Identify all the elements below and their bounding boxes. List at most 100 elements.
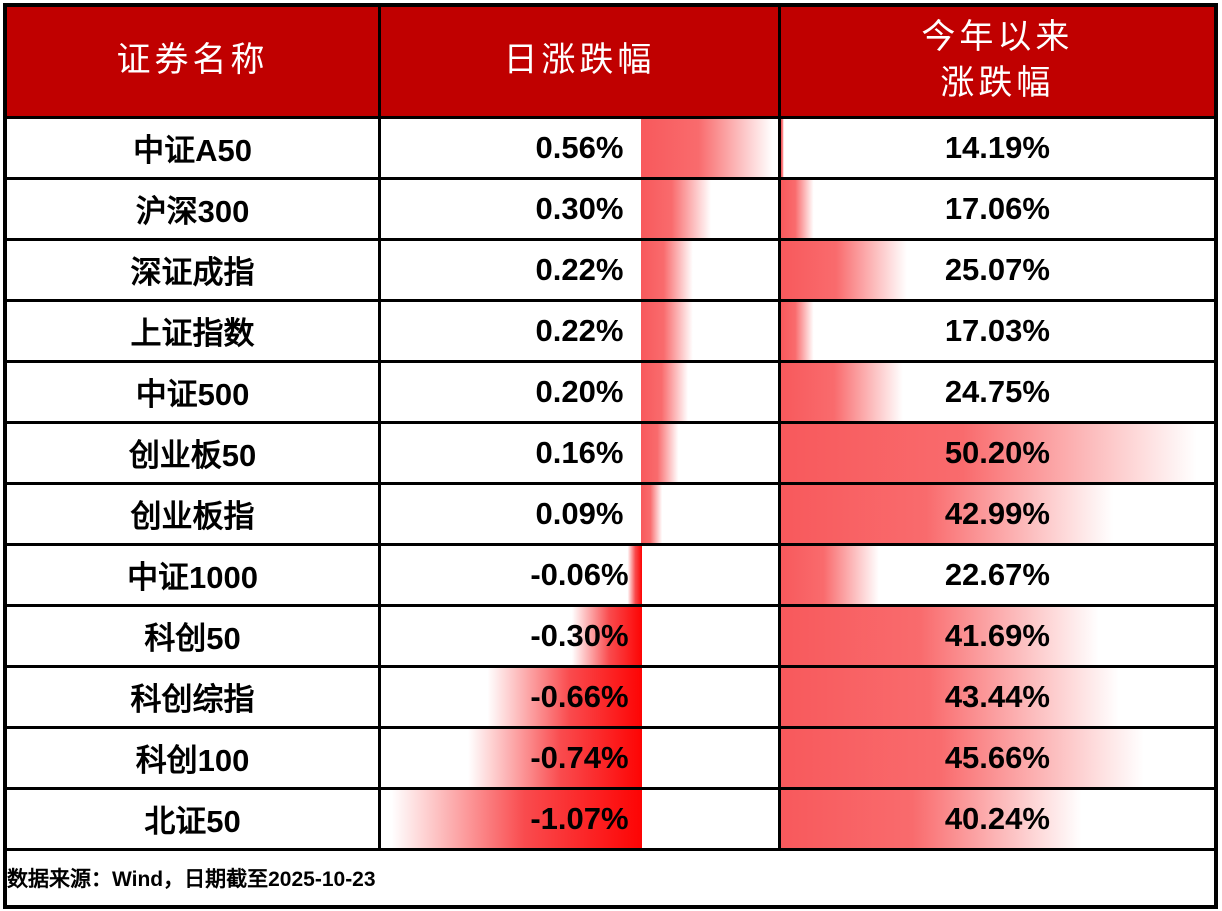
daily-change-bar [461, 730, 642, 785]
ytd-change-value: 45.66% [944, 739, 1050, 775]
ytd-change-cell: 17.03% [777, 298, 1218, 363]
daily-change-bar [626, 547, 642, 602]
daily-change-cell: 0.16% [378, 420, 781, 485]
index-name: 创业板50 [3, 420, 382, 485]
ytd-change-value: 14.19% [944, 129, 1050, 165]
daily-change-value: 0.16% [535, 434, 624, 470]
ytd-change-bar [782, 791, 1095, 846]
table-row: 中证1000 -0.06% 22.67% [3, 542, 1218, 607]
daily-change-cell: 0.30% [378, 176, 781, 241]
ytd-change-bar [782, 547, 883, 602]
ytd-change-value: 24.75% [944, 373, 1050, 409]
ytd-change-cell: 24.75% [777, 359, 1218, 424]
ytd-change-cell: 42.99% [777, 481, 1218, 546]
ytd-change-value: 17.06% [944, 190, 1050, 226]
daily-change-cell: -0.74% [378, 725, 781, 790]
table-row: 中证A50 0.56% 14.19% [3, 115, 1218, 180]
ytd-change-cell: 43.44% [777, 664, 1218, 729]
ytd-change-cell: 40.24% [777, 786, 1218, 851]
daily-change-value: -0.06% [530, 556, 629, 592]
daily-change-cell: 0.56% [378, 115, 781, 180]
daily-change-value: -0.74% [530, 739, 629, 775]
ytd-change-cell: 17.06% [777, 176, 1218, 241]
daily-change-cell: 0.09% [378, 481, 781, 546]
daily-change-value: -0.30% [530, 617, 629, 653]
table-row: 创业板50 0.16% 50.20% [3, 420, 1218, 485]
index-name: 中证1000 [3, 542, 382, 607]
index-name: 中证A50 [3, 115, 382, 180]
index-performance-table: 证券名称 日涨跌幅 今年以来 涨跌幅 中证A50 0.56% 14.19% 沪深… [3, 3, 1218, 909]
table-row: 科创100 -0.74% 45.66% [3, 725, 1218, 790]
daily-change-cell: -0.66% [378, 664, 781, 729]
ytd-change-bar [782, 303, 815, 358]
ytd-change-cell: 41.69% [777, 603, 1218, 668]
ytd-change-bar [782, 242, 912, 297]
daily-change-bar [641, 242, 696, 297]
table-row: 沪深300 0.30% 17.06% [3, 176, 1218, 241]
index-name: 沪深300 [3, 176, 382, 241]
source-note: 数据来源：Wind，日期截至2025-10-23 [3, 847, 1218, 909]
daily-change-cell: -0.06% [378, 542, 781, 607]
column-header-ytd-change: 今年以来 涨跌幅 [777, 3, 1218, 119]
table-row: 科创综指 -0.66% 43.44% [3, 664, 1218, 729]
daily-change-bar [641, 425, 681, 480]
table-row: 北证50 -1.07% 40.24% [3, 786, 1218, 851]
ytd-change-bar [782, 608, 1112, 663]
ytd-change-value: 25.07% [944, 251, 1050, 287]
daily-change-bar [382, 791, 642, 846]
ytd-change-value: 40.24% [944, 800, 1050, 836]
header-row: 证券名称 日涨跌幅 今年以来 涨跌幅 [3, 3, 1218, 119]
ytd-change-bar [782, 486, 1128, 541]
ytd-change-cell: 22.67% [777, 542, 1218, 607]
daily-change-value: 0.22% [535, 312, 624, 348]
daily-change-value: 0.09% [535, 495, 624, 531]
ytd-change-bar [782, 364, 908, 419]
daily-change-bar [641, 120, 777, 175]
ytd-change-cell: 25.07% [777, 237, 1218, 302]
table-row: 创业板指 0.09% 42.99% [3, 481, 1218, 546]
daily-change-value: 0.22% [535, 251, 624, 287]
table-row: 深证成指 0.22% 25.07% [3, 237, 1218, 302]
table-row: 上证指数 0.22% 17.03% [3, 298, 1218, 363]
daily-change-value: 0.56% [535, 129, 624, 165]
ytd-change-value: 41.69% [944, 617, 1050, 653]
daily-change-value: 0.30% [535, 190, 624, 226]
ytd-change-bar [782, 669, 1133, 724]
daily-change-cell: 0.22% [378, 298, 781, 363]
ytd-change-value: 17.03% [944, 312, 1050, 348]
column-header-security-name: 证券名称 [3, 3, 382, 119]
daily-change-bar [641, 486, 664, 541]
index-name: 科创50 [3, 603, 382, 668]
daily-change-value: -0.66% [530, 678, 629, 714]
daily-change-bar [480, 669, 642, 724]
footer-row: 数据来源：Wind，日期截至2025-10-23 [3, 847, 1218, 909]
daily-change-cell: 0.20% [378, 359, 781, 424]
daily-change-bar [641, 364, 691, 419]
index-name: 科创综指 [3, 664, 382, 729]
ytd-change-bar [782, 730, 1160, 785]
daily-change-cell: 0.22% [378, 237, 781, 302]
ytd-change-value: 50.20% [944, 434, 1050, 470]
ytd-header-line1: 今年以来 [921, 19, 1074, 57]
ytd-change-bar [782, 425, 1214, 480]
ytd-change-cell: 14.19% [777, 115, 1218, 180]
daily-change-cell: -1.07% [378, 786, 781, 851]
index-name: 中证500 [3, 359, 382, 424]
daily-change-value: -1.07% [530, 800, 629, 836]
index-name: 深证成指 [3, 237, 382, 302]
daily-change-cell: -0.30% [378, 603, 781, 668]
index-name: 科创100 [3, 725, 382, 790]
ytd-change-cell: 45.66% [777, 725, 1218, 790]
daily-change-bar [641, 181, 715, 236]
daily-change-value: 0.20% [535, 373, 624, 409]
ytd-change-value: 43.44% [944, 678, 1050, 714]
table-row: 中证500 0.20% 24.75% [3, 359, 1218, 424]
data-table: 证券名称 日涨跌幅 今年以来 涨跌幅 中证A50 0.56% 14.19% 沪深… [3, 3, 1218, 909]
daily-change-bar [641, 303, 696, 358]
index-name: 上证指数 [3, 298, 382, 363]
table-row: 科创50 -0.30% 41.69% [3, 603, 1218, 668]
ytd-change-bar [782, 181, 816, 236]
column-header-daily-change: 日涨跌幅 [378, 3, 781, 119]
ytd-change-value: 42.99% [944, 495, 1050, 531]
daily-change-bar [568, 608, 642, 663]
